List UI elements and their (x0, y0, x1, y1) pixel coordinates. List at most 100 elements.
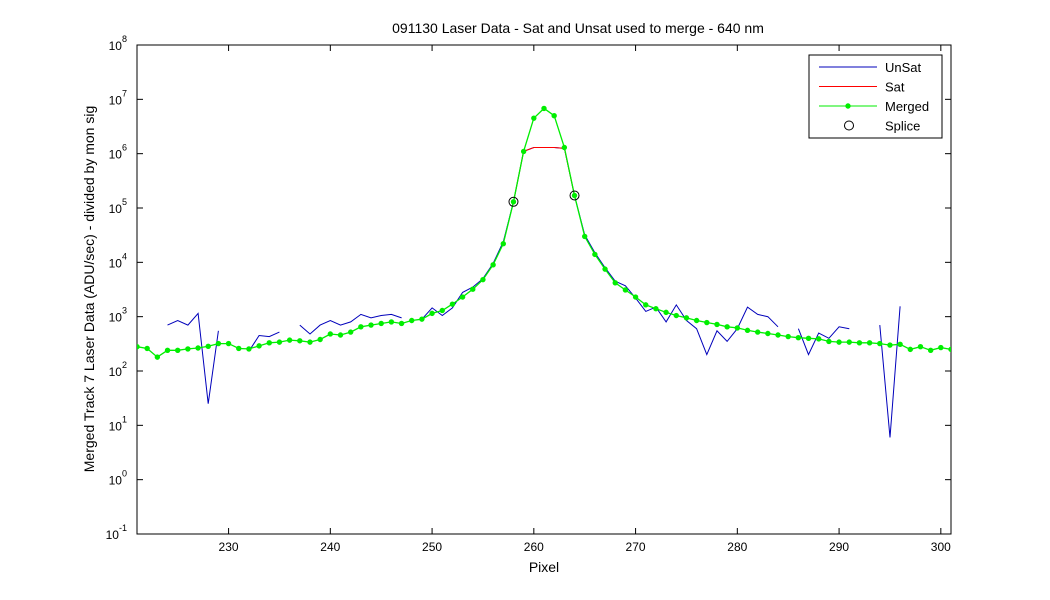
y-tick-exponent: 5 (122, 197, 127, 207)
series-merged-point (693, 317, 700, 324)
series-merged-point (602, 266, 608, 272)
series-merged-point (622, 287, 629, 293)
series-merged-point (347, 329, 354, 335)
series-merged-point (582, 233, 588, 240)
y-tick-exponent: 2 (122, 360, 127, 370)
series-merged-point (866, 340, 873, 346)
series-merged-point (388, 319, 395, 325)
series-merged-point (185, 346, 191, 352)
y-tick-base: 10 (109, 256, 123, 270)
series-merged-point (286, 337, 293, 343)
y-tick-exponent: 4 (122, 251, 127, 261)
y-tick-label: 105 (109, 197, 127, 216)
y-tick-exponent: 1 (122, 414, 127, 424)
y-tick-base: 10 (109, 365, 123, 379)
series-merged-point (439, 307, 445, 314)
series-merged-point (785, 333, 791, 340)
series-merged-point (337, 332, 344, 338)
series-merged-point (175, 347, 181, 354)
series-splice-point (569, 190, 580, 201)
y-tick-base: 10 (106, 528, 120, 542)
series-merged-point (520, 148, 527, 155)
series-unsat-line (248, 331, 280, 352)
series-merged-point (836, 339, 842, 345)
series-merged-point (419, 316, 425, 322)
y-tick-exponent: 8 (122, 34, 127, 44)
series-merged-point (775, 332, 781, 338)
series-merged-point (317, 336, 323, 343)
series-merged-point (714, 321, 720, 328)
y-tick-label: 10-1 (106, 523, 127, 542)
legend-label-merged: Merged (885, 99, 929, 114)
series-merged-point (256, 343, 262, 349)
chart-title: 091130 Laser Data - Sat and Unsat used t… (392, 20, 764, 36)
series-merged-point (887, 342, 893, 348)
y-tick-base: 10 (109, 419, 123, 433)
y-tick-base: 10 (109, 148, 123, 162)
series-merged-point (398, 320, 405, 327)
series-merged-point (246, 346, 252, 352)
series-merged-point (826, 338, 832, 345)
series-merged-point (673, 312, 679, 319)
series-merged-point (938, 344, 944, 351)
series-merged-point (358, 324, 364, 330)
series-merged-point (592, 251, 598, 258)
series-merged-point (164, 347, 171, 354)
x-tick-label: 240 (320, 540, 340, 554)
series-merged-point (724, 324, 730, 330)
series-merged-point (643, 302, 649, 308)
y-axis-label: Merged Track 7 Laser Data (ADU/sec) - di… (81, 106, 97, 472)
series-merged-point (137, 344, 140, 350)
y-tick-exponent: 3 (122, 306, 127, 316)
series-merged-point (449, 301, 456, 307)
series-merged-point (927, 347, 934, 354)
series-unsat-line (879, 306, 901, 438)
y-tick-base: 10 (109, 311, 123, 325)
series-merged-point (144, 345, 150, 352)
series-merged-point (276, 339, 283, 345)
series-merged-point (663, 309, 669, 316)
series-merged-point (480, 276, 486, 283)
x-tick-label: 290 (829, 540, 849, 554)
series-merged-point (704, 319, 710, 326)
y-tick-label: 106 (109, 143, 127, 162)
legend-swatch-splice (844, 120, 854, 131)
series-merged-point (917, 344, 924, 350)
series-merged-point (307, 339, 313, 345)
y-tick-exponent: -1 (119, 523, 127, 533)
y-tick-label: 108 (109, 34, 127, 53)
series-merged-point (795, 335, 802, 341)
series-splice-point (508, 196, 519, 207)
series-merged-point (765, 330, 771, 337)
series-merged-point (612, 280, 618, 286)
y-tick-label: 102 (109, 360, 127, 379)
x-tick-label: 250 (422, 540, 442, 554)
series-merged-point (551, 112, 557, 119)
series-merged-point (805, 335, 812, 341)
y-tick-exponent: 0 (122, 469, 127, 479)
series-merged-point (266, 340, 272, 346)
x-tick-label: 270 (626, 540, 646, 554)
series-merged-point (297, 338, 303, 344)
legend-label-unsat: UnSat (885, 60, 922, 75)
series-merged-point (541, 105, 547, 112)
series-unsat-line (797, 326, 850, 356)
series-merged-point (429, 310, 435, 317)
series-merged-point (531, 115, 537, 121)
legend: UnSat Sat Merged Splice (808, 54, 943, 139)
y-tick-base: 10 (109, 474, 123, 488)
y-tick-label: 103 (109, 306, 127, 325)
series-merged-point (897, 341, 903, 348)
series-merged-point (215, 340, 222, 347)
x-tick-label: 280 (727, 540, 747, 554)
series-merged-point (561, 144, 568, 151)
y-tick-exponent: 7 (122, 88, 127, 98)
y-tick-label: 101 (109, 414, 127, 433)
series-unsat-line (167, 312, 219, 404)
series-merged-point (490, 262, 496, 268)
series-merged-point (195, 345, 201, 351)
series-merged-point (500, 241, 506, 247)
y-tick-base: 10 (109, 39, 123, 53)
y-tick-label: 100 (109, 469, 127, 488)
legend-box (808, 54, 943, 139)
